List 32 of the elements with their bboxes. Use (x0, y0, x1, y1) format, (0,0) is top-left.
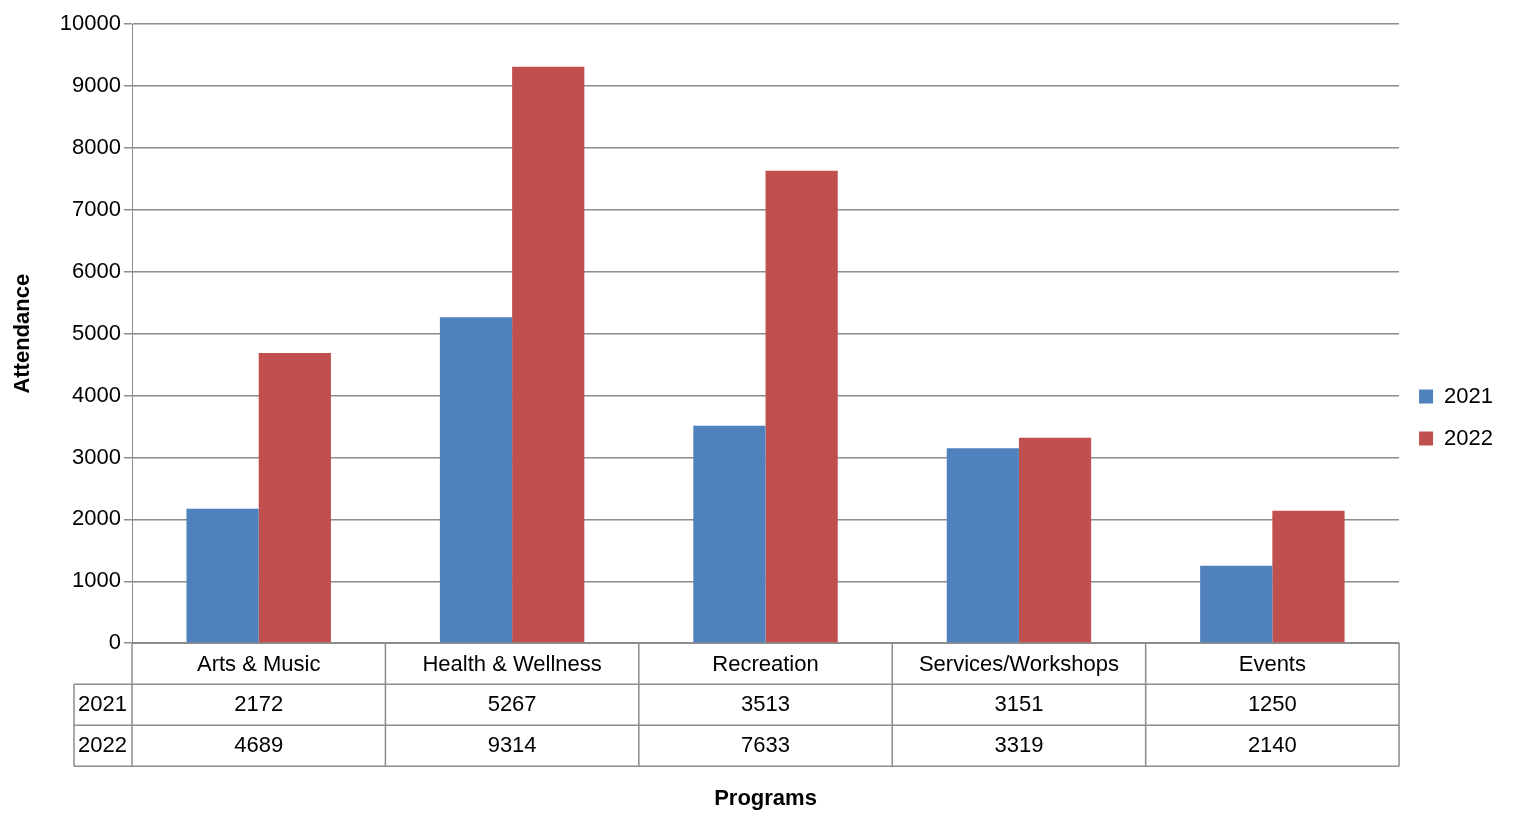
data-label: 3513 (741, 690, 791, 716)
legend-label: 2021 (1444, 382, 1494, 408)
x-tick-label: Events (1238, 651, 1306, 677)
data-label: 3319 (994, 731, 1044, 757)
y-tick-label: 6000 (72, 257, 121, 283)
data-label: 4689 (234, 731, 284, 757)
x-tick-label: Recreation (712, 651, 819, 677)
y-tick-label: 2000 (72, 505, 121, 531)
text: 2021 (78, 690, 127, 716)
y-tick-label: 7000 (72, 195, 121, 221)
data-label: 3151 (994, 690, 1044, 716)
y-tick-label: 9000 (72, 72, 121, 98)
y-tick-label: 3000 (72, 443, 121, 469)
x-axis-title: Programs (714, 784, 817, 810)
x-tick-label: Health & Wellness (422, 651, 602, 677)
data-label: 2172 (234, 690, 284, 716)
y-tick-label: 0 (108, 629, 121, 655)
data-label: 9314 (487, 731, 537, 757)
y-tick-label: 5000 (72, 319, 121, 345)
text: 2022 (78, 731, 127, 757)
y-tick-label: 8000 (72, 134, 121, 160)
data-label: 5267 (487, 690, 537, 716)
y-tick-label: 4000 (72, 381, 121, 407)
x-tick-label: Arts & Music (196, 651, 321, 677)
data-label: 1250 (1247, 690, 1297, 716)
y-tick-label: 10000 (59, 10, 121, 36)
data-label: 7633 (741, 731, 791, 757)
legend-label: 2022 (1444, 424, 1494, 450)
data-label: 2140 (1247, 731, 1297, 757)
y-tick-label: 1000 (72, 567, 121, 593)
y-axis-title: Attendance (9, 273, 35, 394)
x-tick-label: Services/Workshops (918, 651, 1119, 677)
